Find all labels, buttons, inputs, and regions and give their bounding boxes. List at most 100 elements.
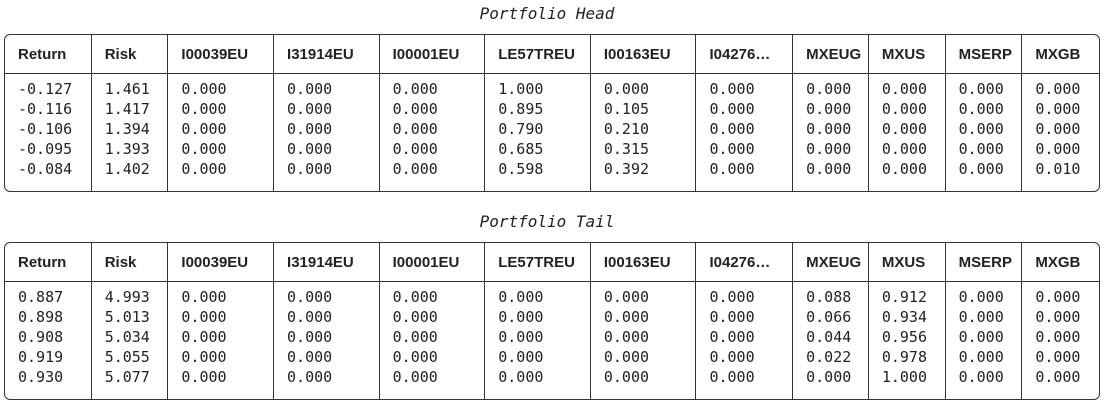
table-cell: 0.912 xyxy=(881,288,927,306)
table-cell: 0.956 xyxy=(881,328,927,346)
table-cell: 0.000 xyxy=(392,348,438,366)
column-header: I04276… xyxy=(696,243,794,281)
table-cell: 0.000 xyxy=(709,120,755,138)
table-cell: 0.934 xyxy=(881,308,927,326)
table-column: 0.000 0.000 0.000 0.000 0.000 xyxy=(485,282,591,399)
table-cell: 0.392 xyxy=(603,160,650,178)
table-cell: 0.000 xyxy=(958,80,1004,98)
table-cell: 0.685 xyxy=(498,140,544,158)
table-cell: 0.000 xyxy=(392,368,438,386)
table-cell: 0.000 xyxy=(181,368,227,386)
table-cell: 0.210 xyxy=(603,120,650,138)
table-cell: 1.393 xyxy=(104,140,150,158)
table-cell: 5.013 xyxy=(104,308,150,326)
table-column: 1.000 0.895 0.790 0.685 0.598 xyxy=(485,74,591,191)
table-cell: 0.000 xyxy=(603,80,650,98)
table-column: 0.000 0.000 0.000 0.000 0.000 xyxy=(793,74,869,191)
table-column: 0.000 0.000 0.000 0.000 0.000 xyxy=(1022,282,1099,399)
table-cell: 0.000 xyxy=(806,100,852,118)
table-cell: 0.000 xyxy=(709,160,755,178)
table-cell: 0.930 xyxy=(18,368,64,386)
table-cell: 0.000 xyxy=(287,368,333,386)
portfolio-tail-title: Portfolio Tail xyxy=(479,212,615,231)
table-cell: -0.116 xyxy=(18,100,73,118)
column-header: MXEUG xyxy=(793,35,869,73)
column-header: Risk xyxy=(92,243,169,281)
table-cell: 0.000 xyxy=(181,100,227,118)
table-cell: 0.000 xyxy=(603,308,650,326)
column-header: LE57TREU xyxy=(485,35,591,73)
table-column: 0.000 0.000 0.000 0.000 0.000 xyxy=(380,282,486,399)
column-header: MSERP xyxy=(946,243,1023,281)
table-cell: 0.315 xyxy=(603,140,650,158)
column-header: MSERP xyxy=(946,35,1023,73)
table-cell: 0.000 xyxy=(287,288,333,306)
column-header: I31914EU xyxy=(274,243,380,281)
table-cell: 0.000 xyxy=(958,368,1004,386)
table-cell: 0.000 xyxy=(498,288,544,306)
table-cell: 0.000 xyxy=(392,120,438,138)
table-column: -0.127 -0.116 -0.106 -0.095 -0.084 xyxy=(5,74,92,191)
table-cell: 0.000 xyxy=(881,80,927,98)
table-column: 0.000 0.000 0.000 0.000 0.000 xyxy=(696,282,794,399)
table-cell: 1.461 xyxy=(104,80,150,98)
table-cell: 5.055 xyxy=(104,348,150,366)
table-cell: 0.000 xyxy=(603,368,650,386)
table-cell: 0.000 xyxy=(181,140,227,158)
table-cell: 0.000 xyxy=(392,100,438,118)
column-header: Return xyxy=(5,243,92,281)
table-cell: 0.066 xyxy=(806,308,852,326)
table-column: 0.000 0.000 0.000 0.000 0.000 xyxy=(869,74,946,191)
table-cell: 0.010 xyxy=(1035,160,1081,178)
table-cell: 0.000 xyxy=(392,328,438,346)
table-cell: 0.000 xyxy=(709,100,755,118)
table-column: 1.461 1.417 1.394 1.393 1.402 xyxy=(92,74,169,191)
table-cell: 0.000 xyxy=(1035,328,1081,346)
column-header: I04276… xyxy=(696,35,794,73)
table-header-row: Return Risk I00039EU I31914EU I00001EU LE57TR… xyxy=(5,243,1099,282)
table-column: 0.000 0.000 0.000 0.000 0.000 xyxy=(946,74,1023,191)
table-cell: 0.000 xyxy=(287,100,333,118)
table-cell: 4.993 xyxy=(104,288,150,306)
table-cell: 0.000 xyxy=(958,140,1004,158)
table-cell: 0.000 xyxy=(958,328,1004,346)
table-cell: 0.000 xyxy=(392,140,438,158)
table-body: 0.887 0.898 0.908 0.919 0.930 4.993 5.013 5.034… xyxy=(5,282,1099,399)
table-cell: 0.000 xyxy=(287,328,333,346)
table-cell: 0.000 xyxy=(709,328,755,346)
portfolio-tail-table: Return Risk I00039EU I31914EU I00001EU LE57TR… xyxy=(4,242,1100,400)
table-cell: 1.000 xyxy=(881,368,927,386)
table-cell: 0.000 xyxy=(709,140,755,158)
table-cell: 0.000 xyxy=(958,160,1004,178)
table-header-row: Return Risk I00039EU I31914EU I00001EU LE57TR… xyxy=(5,35,1099,74)
table-cell: 0.000 xyxy=(958,348,1004,366)
table-column: 0.088 0.066 0.044 0.022 0.000 xyxy=(793,282,869,399)
column-header: I31914EU xyxy=(274,35,380,73)
table-cell: 0.000 xyxy=(958,288,1004,306)
table-cell: 0.000 xyxy=(287,140,333,158)
table-cell: 0.000 xyxy=(392,160,438,178)
table-column: 0.000 0.000 0.000 0.000 0.000 xyxy=(168,74,275,191)
table-cell: 0.000 xyxy=(392,80,438,98)
column-header: MXUS xyxy=(869,243,946,281)
table-body: -0.127 -0.116 -0.106 -0.095 -0.084 1.461 1.417… xyxy=(5,74,1099,191)
table-cell: 0.000 xyxy=(881,100,927,118)
table-cell: 5.077 xyxy=(104,368,150,386)
table-column: 0.000 0.000 0.000 0.000 0.000 xyxy=(274,74,380,191)
table-cell: 0.000 xyxy=(287,308,333,326)
portfolio-head-title: Portfolio Head xyxy=(479,4,615,23)
table-cell: 0.000 xyxy=(958,120,1004,138)
column-header: LE57TREU xyxy=(485,243,591,281)
table-cell: 0.000 xyxy=(806,160,852,178)
table-cell: 0.000 xyxy=(181,348,227,366)
table-cell: 0.978 xyxy=(881,348,927,366)
table-cell: 0.000 xyxy=(498,328,544,346)
table-column: 0.000 0.000 0.000 0.000 0.010 xyxy=(1022,74,1099,191)
table-cell: 0.895 xyxy=(498,100,544,118)
table-cell: 0.000 xyxy=(1035,140,1081,158)
table-cell: 0.000 xyxy=(1035,288,1081,306)
table-column: 0.887 0.898 0.908 0.919 0.930 xyxy=(5,282,92,399)
table-cell: 0.000 xyxy=(603,328,650,346)
table-cell: -0.095 xyxy=(18,140,73,158)
table-cell: 0.000 xyxy=(709,288,755,306)
